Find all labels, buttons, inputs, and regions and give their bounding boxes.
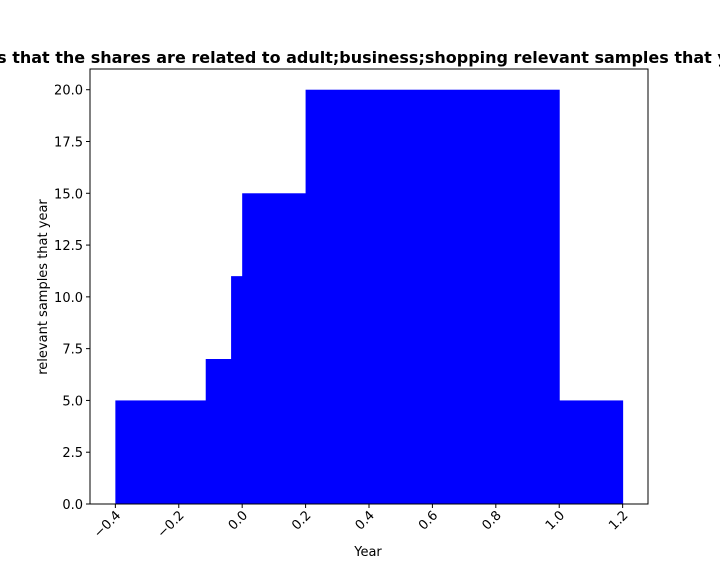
x-tick-label: 0.0 (226, 508, 251, 533)
y-tick-label: 17.5 (54, 136, 83, 151)
x-tick-label: 1.0 (543, 508, 568, 533)
y-tick-label: 15.0 (54, 187, 83, 202)
y-tick-label: 10.0 (54, 291, 83, 306)
x-tick-label: −0.4 (91, 508, 124, 541)
y-tick-label: 0.0 (62, 498, 83, 513)
x-tick-label: 1.2 (606, 508, 631, 533)
bar-2 (231, 276, 243, 504)
bar-5 (559, 400, 624, 504)
x-tick-label: 0.8 (479, 508, 504, 533)
x-ticks: −0.4 −0.2 0.0 0.2 0.4 0.6 0.8 1.0 1.2 (91, 504, 631, 541)
x-tick-label: 0.6 (416, 508, 441, 533)
x-axis-label: Year (353, 545, 382, 560)
y-tick-label: 2.5 (62, 446, 83, 461)
y-tick-label: 7.5 (62, 343, 83, 358)
y-tick-label: 12.5 (54, 239, 83, 254)
bar-0 (115, 400, 207, 504)
chart-title: Number of websites that the shares are r… (0, 48, 720, 67)
bar-1 (205, 359, 232, 504)
y-tick-label: 20.0 (54, 84, 83, 99)
x-tick-label: 0.4 (353, 508, 378, 533)
bars-group (115, 89, 624, 505)
y-axis-label: relevant samples that year (36, 199, 51, 375)
x-tick-label: 0.2 (289, 508, 314, 533)
plot-frame (89, 68, 649, 505)
bar-3 (242, 193, 307, 505)
y-tick-label: 5.0 (62, 394, 83, 409)
bar-4 (305, 89, 560, 504)
y-ticks: 0.0 2.5 5.0 7.5 10.0 12.5 15.0 17.5 20.0 (54, 84, 90, 513)
x-tick-label: −0.2 (155, 508, 188, 541)
